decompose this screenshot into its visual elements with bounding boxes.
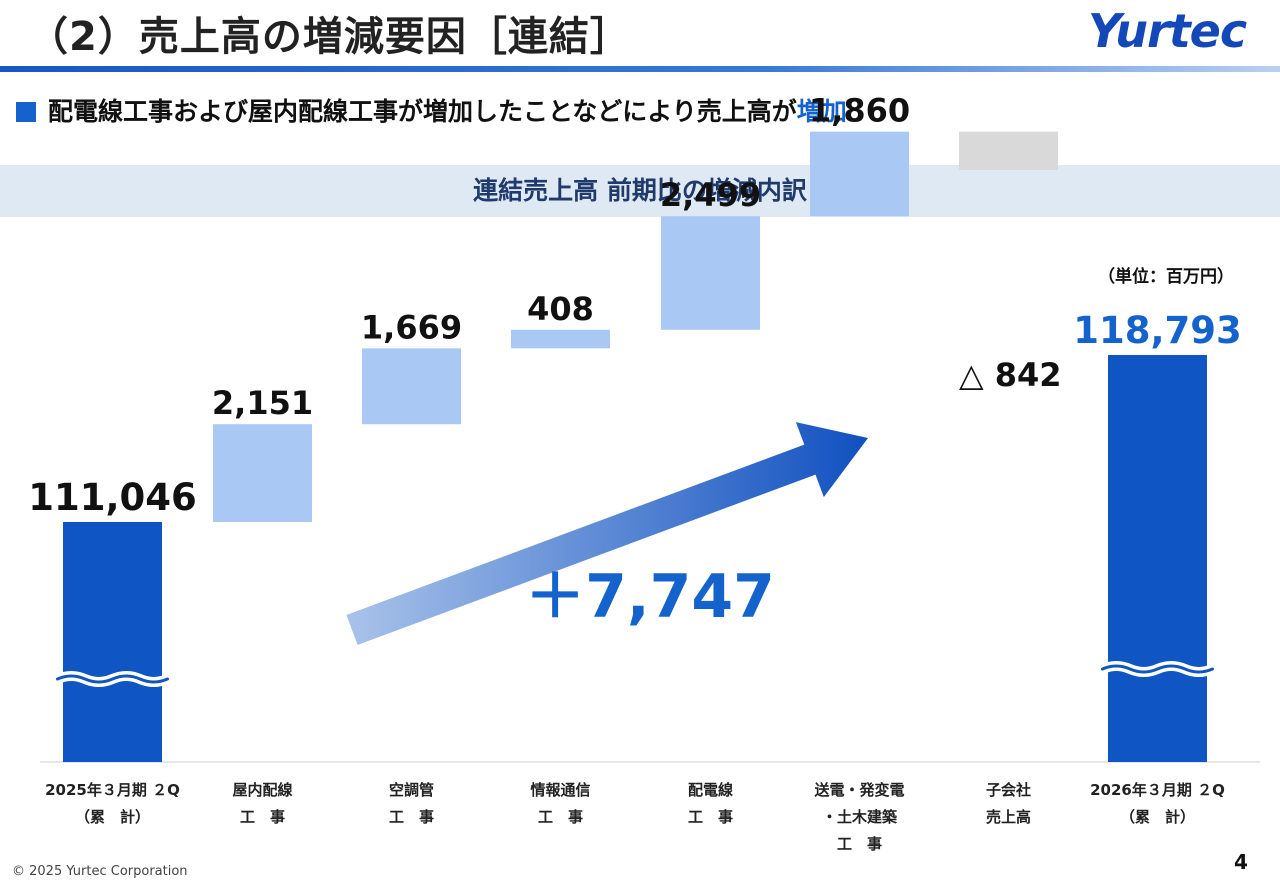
category-label-0-1: （累 計）	[75, 808, 150, 826]
bar-0	[63, 522, 162, 762]
bar-2	[362, 348, 461, 425]
summary-line: 配電線工事および屋内配線工事が増加したことなどにより売上高が増加	[16, 92, 847, 128]
value-label-4: 2,499	[660, 176, 761, 214]
category-label-1-1: 工 事	[240, 808, 285, 826]
bar-6	[959, 131, 1058, 170]
section-title: 連結売上高 前期比の増減内訳	[0, 165, 1280, 217]
bar-1	[213, 424, 312, 522]
category-label-2-1: 工 事	[389, 808, 434, 826]
value-label-5: 1,860	[809, 92, 910, 130]
category-label-3-0: 情報通信	[530, 781, 590, 799]
bar-7	[1108, 355, 1207, 762]
category-label-5-1: ・土木建築	[822, 808, 898, 826]
yurtec-logo: Yurtec	[1088, 4, 1247, 58]
summary-highlight: 増加	[796, 97, 847, 126]
category-label-0-0: 2025年３月期 ２Q	[45, 781, 180, 799]
total-change-label: ＋7,747	[525, 562, 775, 632]
value-label-0: 111,046	[28, 476, 197, 519]
category-label-1-0: 屋内配線	[232, 781, 292, 799]
bar-3	[511, 329, 610, 349]
category-label-6-0: 子会社	[986, 781, 1031, 799]
category-label-4-0: 配電線	[688, 781, 733, 799]
bar-5	[810, 131, 909, 217]
page-title: （2）売上高の増減要因［連結］	[28, 14, 631, 60]
value-label-1: 2,151	[212, 384, 313, 422]
unit-label: （単位：百万円）	[1098, 267, 1234, 287]
value-label-6: △ 842	[959, 356, 1062, 394]
category-label-4-1: 工 事	[688, 808, 733, 826]
category-label-5-0: 送電・発変電	[813, 781, 904, 799]
category-label-5-2: 工 事	[837, 835, 882, 853]
axis-break-left-icon	[56, 674, 169, 684]
copyright: © 2025 Yurtec Corporation	[12, 864, 188, 879]
value-label-2: 1,669	[361, 308, 462, 346]
title-underline	[0, 66, 1280, 72]
growth-arrow-icon	[346, 422, 868, 645]
bullet-square-icon	[16, 102, 36, 122]
page-number: 4	[1234, 850, 1248, 874]
bar-4	[661, 216, 760, 330]
category-label-7-1: （累 計）	[1120, 808, 1195, 826]
value-label-7: 118,793	[1073, 309, 1242, 352]
summary-text: 配電線工事および屋内配線工事が増加したことなどにより売上高が	[48, 97, 797, 126]
axis-break-right-icon	[1101, 664, 1214, 674]
category-label-2-0: 空調管	[389, 781, 434, 799]
value-label-3: 408	[527, 290, 594, 328]
category-label-7-0: 2026年３月期 ２Q	[1090, 781, 1225, 799]
category-label-3-1: 工 事	[538, 808, 583, 826]
category-label-6-1: 売上高	[986, 808, 1031, 826]
